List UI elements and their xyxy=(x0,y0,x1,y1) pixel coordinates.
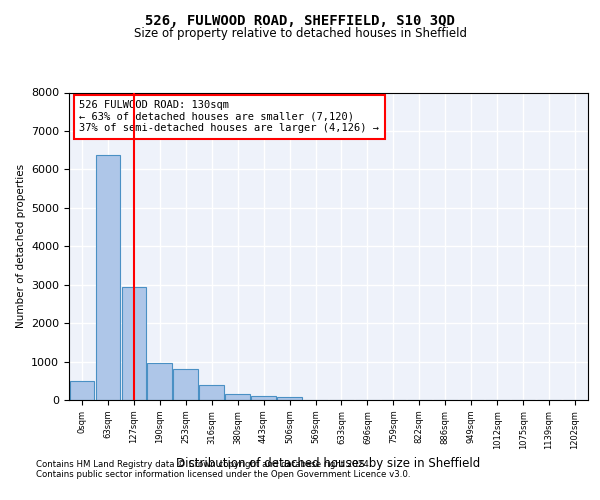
Text: 526 FULWOOD ROAD: 130sqm
← 63% of detached houses are smaller (7,120)
37% of sem: 526 FULWOOD ROAD: 130sqm ← 63% of detach… xyxy=(79,100,379,134)
Bar xyxy=(95,155,120,400)
Text: Size of property relative to detached houses in Sheffield: Size of property relative to detached ho… xyxy=(133,28,467,40)
Text: 526, FULWOOD ROAD, SHEFFIELD, S10 3QD: 526, FULWOOD ROAD, SHEFFIELD, S10 3QD xyxy=(145,14,455,28)
Bar xyxy=(70,381,94,400)
Bar xyxy=(199,386,224,400)
Bar xyxy=(173,369,198,400)
Y-axis label: Number of detached properties: Number of detached properties xyxy=(16,164,26,328)
Bar xyxy=(277,397,302,400)
Bar xyxy=(122,286,146,400)
Text: Contains public sector information licensed under the Open Government Licence v3: Contains public sector information licen… xyxy=(36,470,410,479)
Bar xyxy=(148,364,172,400)
Bar xyxy=(251,396,276,400)
X-axis label: Distribution of detached houses by size in Sheffield: Distribution of detached houses by size … xyxy=(176,457,481,470)
Text: Contains HM Land Registry data © Crown copyright and database right 2024.: Contains HM Land Registry data © Crown c… xyxy=(36,460,371,469)
Bar xyxy=(226,394,250,400)
